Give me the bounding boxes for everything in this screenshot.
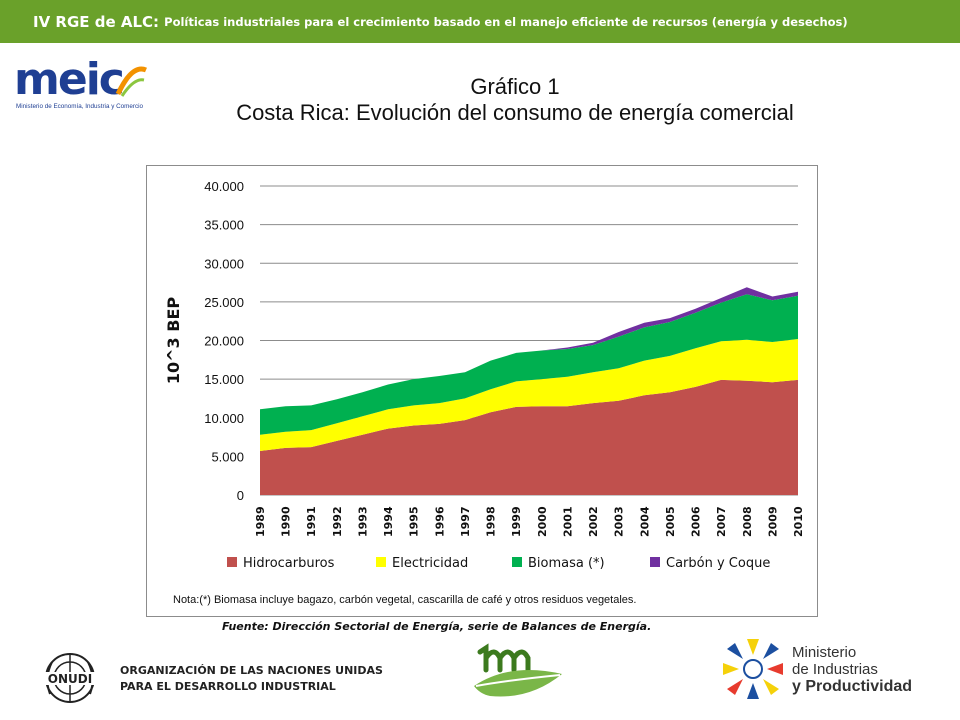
ministerio-line3: y Productividad <box>792 678 913 695</box>
x-tick-label: 2008 <box>741 506 754 537</box>
onudi-wordmark: ONUDI <box>48 672 92 686</box>
legend-label: Carbón y Coque <box>666 556 770 571</box>
area-series <box>260 294 798 435</box>
onudi-name-line2: PARA EL DESARROLLO INDUSTRIAL <box>120 680 336 693</box>
legend-swatch <box>227 557 237 567</box>
ministerio-line2: de Industrias <box>792 661 878 678</box>
meic-swoosh-icon <box>115 66 147 97</box>
x-tick-label: 1997 <box>459 506 472 537</box>
onudi-logo: ONUDI ORGANIZACIÓN DE LAS NACIONES UNIDA… <box>40 648 383 708</box>
slide-title-line2: Costa Rica: Evolución del consumo de ene… <box>236 100 794 125</box>
x-tick-label: 2010 <box>792 506 805 537</box>
x-tick-label: 2003 <box>613 506 626 537</box>
y-tick-label: 30.000 <box>204 256 244 271</box>
x-tick-label: 2000 <box>536 506 549 537</box>
slide-title: Gráfico 1 Costa Rica: Evolución del cons… <box>100 74 930 126</box>
legend-swatch <box>376 557 386 567</box>
chart-source: Fuente: Dirección Sectorial de Energía, … <box>222 620 652 633</box>
y-tick-label: 0 <box>237 488 244 503</box>
x-tick-label: 1994 <box>382 506 395 537</box>
chart-note: Nota:(*) Biomasa incluye bagazo, carbón … <box>173 594 637 606</box>
meic-logo: meic Ministerio de Economía, Industria y… <box>14 54 147 120</box>
green-leaf-logo <box>470 640 570 710</box>
x-tick-label: 2007 <box>715 506 728 537</box>
y-tick-label: 40.000 <box>204 179 244 194</box>
x-tick-label: 1990 <box>280 506 293 537</box>
meic-logo-text: meic <box>14 54 125 105</box>
header-subtitle: Políticas industriales para el crecimien… <box>164 14 848 29</box>
y-tick-label: 10.000 <box>204 411 244 426</box>
area-series <box>260 379 798 495</box>
y-tick-label: 35.000 <box>204 218 244 233</box>
x-tick-label: 2004 <box>638 506 651 537</box>
x-tick-label: 1999 <box>510 506 523 537</box>
leaf-factory-icon <box>474 643 562 697</box>
legend-swatch <box>512 557 522 567</box>
chart-frame: 0 5.000 10.000 15.000 20.000 25.000 30.000 35.0… <box>146 165 818 617</box>
legend-label: Hidrocarburos <box>243 556 335 571</box>
ministerio-sun-icon <box>723 639 783 699</box>
x-tick-label: 2002 <box>587 506 600 537</box>
onudi-name-line1: ORGANIZACIÓN DE LAS NACIONES UNIDAS <box>120 664 383 677</box>
x-tick-label: 1989 <box>254 506 267 537</box>
y-tick-label: 20.000 <box>204 334 244 349</box>
x-tick-label: 2006 <box>690 506 703 537</box>
ministerio-line1: Ministerio <box>792 644 857 661</box>
legend-swatch <box>650 557 660 567</box>
header-conference: IV RGE de ALC: <box>33 12 160 31</box>
y-tick-label: 25.000 <box>204 295 244 310</box>
area-series <box>260 339 798 451</box>
legend-label: Biomasa (*) <box>528 556 605 571</box>
onudi-name: ORGANIZACIÓN DE LAS NACIONES UNIDAS PARA… <box>120 663 383 695</box>
x-tick-label: 2009 <box>766 506 779 537</box>
slide-title-line1: Gráfico 1 <box>470 74 560 99</box>
un-emblem-icon: ONUDI <box>44 653 96 703</box>
legend-label: Electricidad <box>392 556 468 571</box>
y-axis-label: 10^3 BEP <box>164 297 183 385</box>
stacked-area-chart: 0 5.000 10.000 15.000 20.000 25.000 30.000 35.0… <box>164 179 805 571</box>
x-tick-label: 2001 <box>561 506 574 537</box>
ministerio-name: Ministerio de Industrias y Productividad <box>792 644 912 695</box>
header-bar: IV RGE de ALC: Políticas industriales pa… <box>0 0 960 43</box>
y-tick-label: 5.000 <box>211 449 244 464</box>
x-tick-label: 1998 <box>485 506 498 537</box>
x-tick-label: 1995 <box>408 506 421 537</box>
x-tick-label: 2005 <box>664 506 677 537</box>
y-tick-label: 15.000 <box>204 372 244 387</box>
ministerio-logo: Ministerio de Industrias y Productividad <box>720 636 920 710</box>
x-tick-label: 1991 <box>305 506 318 537</box>
x-tick-label: 1992 <box>331 506 344 537</box>
x-tick-label: 1996 <box>433 506 446 537</box>
meic-tagline: Ministerio de Economía, Industria y Come… <box>16 103 144 110</box>
x-tick-label: 1993 <box>356 506 369 537</box>
